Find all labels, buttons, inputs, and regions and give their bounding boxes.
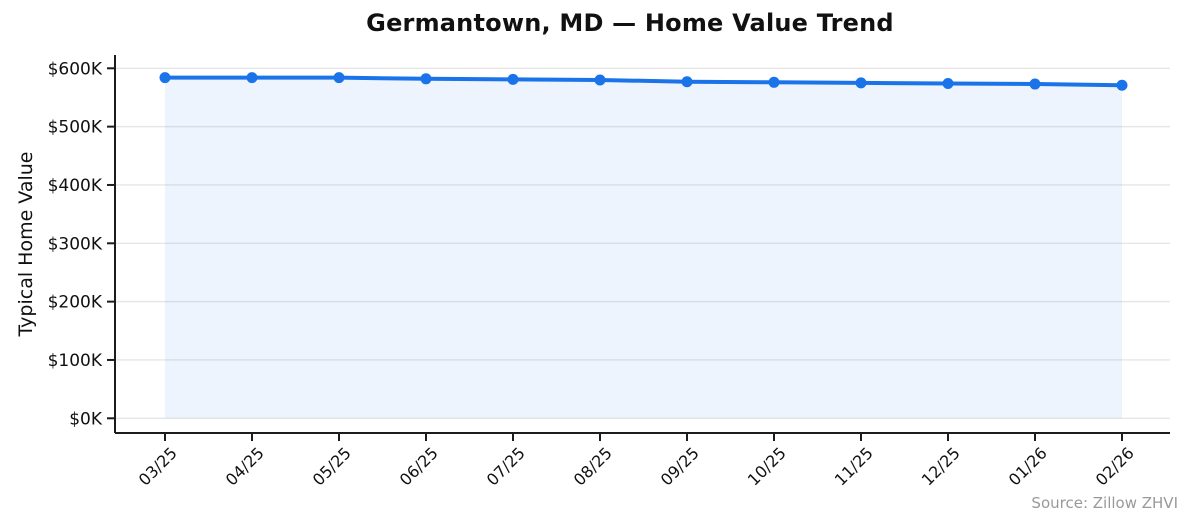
x-tick-label: 03/25: [135, 443, 181, 489]
data-point-11-25: [855, 77, 867, 89]
gridlines: [115, 67, 1170, 419]
y-tick-label: $600K: [48, 59, 103, 79]
x-tick-label: 10/25: [744, 443, 790, 489]
x-tick-label: 07/25: [483, 443, 529, 489]
x-tick-label: 12/25: [918, 443, 964, 489]
chart-title: Germantown, MD — Home Value Trend: [366, 9, 894, 37]
data-point-02-26: [1116, 79, 1128, 91]
x-tick-label: 11/25: [831, 443, 877, 489]
data-point-06-25: [420, 73, 432, 85]
data-point-04-25: [246, 72, 258, 84]
data-point-05-25: [333, 72, 345, 84]
data-point-12-25: [942, 77, 954, 89]
data-point-08-25: [594, 74, 606, 86]
data-point-07-25: [507, 73, 519, 85]
data-point-03-25: [159, 72, 171, 84]
data-point-09-25: [681, 76, 693, 88]
x-tick-label: 09/25: [657, 443, 703, 489]
source-caption: Source: Zillow ZHVI: [1031, 494, 1178, 512]
x-tick-label: 01/26: [1005, 443, 1051, 489]
trend-area-fill: [165, 77, 1122, 419]
x-tick-label: 04/25: [222, 443, 268, 489]
y-tick-label: $0K: [69, 409, 103, 429]
data-point-01-26: [1029, 78, 1041, 90]
y-tick-label: $400K: [48, 176, 103, 196]
x-tick-label: 08/25: [570, 443, 616, 489]
y-tick-label: $500K: [48, 118, 103, 138]
y-tick-label: $200K: [48, 293, 103, 313]
x-tick-label: 06/25: [396, 443, 442, 489]
x-tick-label: 02/26: [1092, 443, 1138, 489]
y-tick-label: $100K: [48, 351, 103, 371]
data-points: [159, 72, 1128, 91]
trend-line: [163, 75, 1124, 88]
y-tick-label: $300K: [48, 234, 103, 254]
x-tick-label: 05/25: [309, 443, 355, 489]
data-point-10-25: [768, 76, 780, 88]
